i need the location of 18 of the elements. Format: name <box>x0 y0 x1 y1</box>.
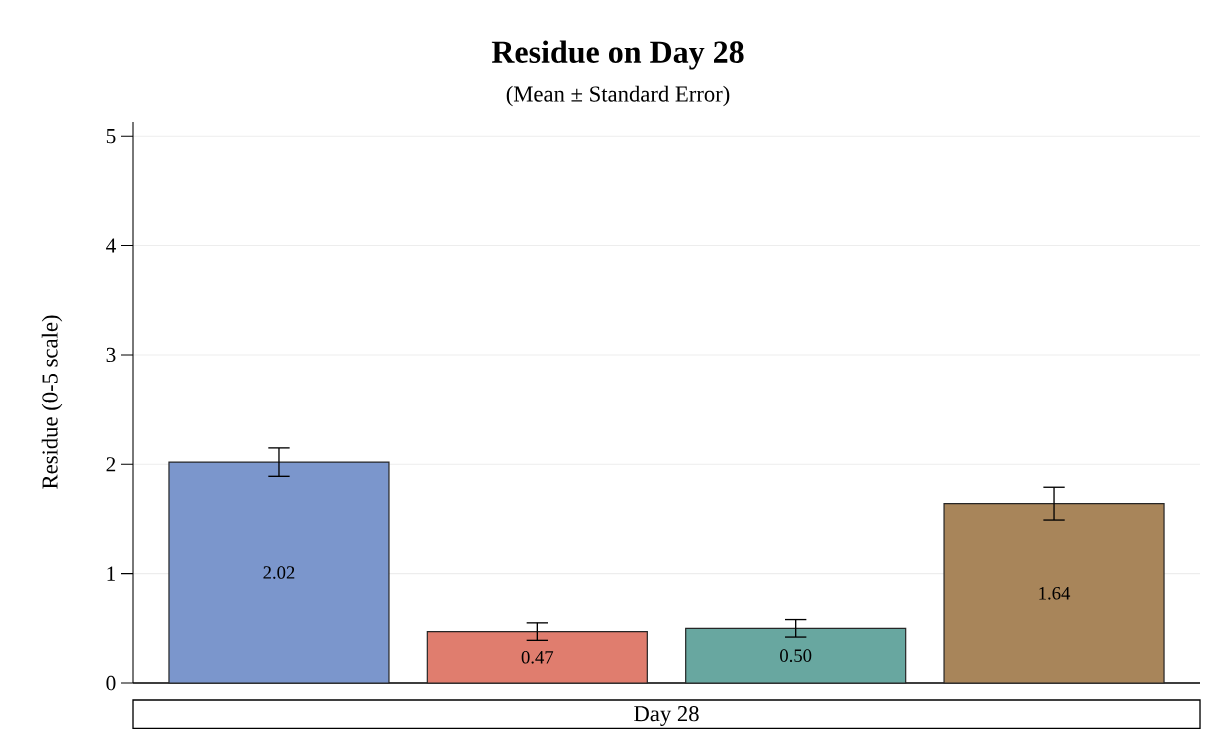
chart-title: Residue on Day 28 <box>491 40 744 70</box>
bar <box>168 461 390 684</box>
y-tick-label: 5 <box>106 129 116 144</box>
data-label: 2.02 <box>263 566 295 579</box>
y-tick-label: 0 <box>106 675 116 691</box>
data-label: 0.47 <box>521 650 554 664</box>
y-axis-title: Residue (0-5 scale) <box>41 315 63 489</box>
bar <box>426 631 648 684</box>
chart-subtitle: (Mean ± Standard Error) <box>506 85 730 107</box>
bar <box>943 503 1165 684</box>
y-tick-label: 2 <box>106 457 116 472</box>
data-label: 0.50 <box>780 649 812 663</box>
bar <box>685 627 907 684</box>
y-tick-label: 3 <box>106 347 116 363</box>
data-label: 1.64 <box>1039 587 1071 600</box>
x-axis-title: Day 28 <box>634 706 699 726</box>
y-tick-label: 4 <box>106 238 116 253</box>
y-tick-label: 1 <box>107 566 116 581</box>
